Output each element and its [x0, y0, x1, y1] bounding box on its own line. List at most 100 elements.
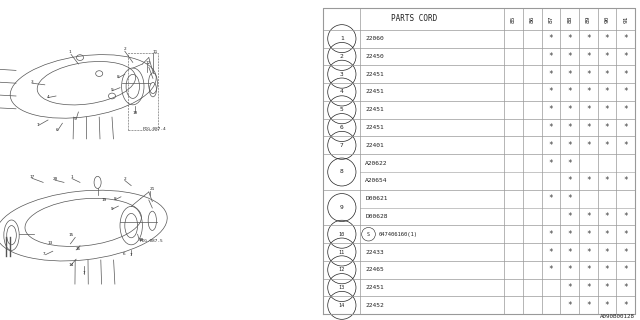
Text: *: *: [548, 105, 554, 114]
Text: *: *: [623, 105, 628, 114]
Text: *: *: [623, 265, 628, 274]
Text: 1: 1: [70, 175, 73, 179]
Text: 8: 8: [116, 76, 120, 79]
Text: *: *: [548, 70, 554, 79]
Text: *: *: [586, 265, 591, 274]
Text: 22450: 22450: [365, 54, 384, 59]
Text: 1: 1: [340, 36, 344, 41]
Text: 91: 91: [623, 15, 628, 23]
Text: D00621: D00621: [365, 196, 388, 201]
Text: 19: 19: [102, 198, 107, 202]
Text: 22401: 22401: [365, 143, 384, 148]
Text: *: *: [568, 176, 572, 185]
Text: *: *: [586, 105, 591, 114]
Text: *: *: [623, 87, 628, 97]
Text: *: *: [605, 34, 609, 43]
Text: *: *: [568, 70, 572, 79]
Text: 16: 16: [76, 247, 81, 251]
Text: *: *: [623, 176, 628, 185]
Text: *: *: [586, 52, 591, 61]
Text: *: *: [605, 247, 609, 257]
Text: 2: 2: [340, 54, 344, 59]
Text: A20654: A20654: [365, 178, 388, 183]
Text: 12: 12: [146, 61, 151, 65]
Text: 2: 2: [123, 47, 126, 51]
Text: *: *: [586, 247, 591, 257]
Text: *: *: [623, 123, 628, 132]
Bar: [128, 53, 158, 130]
Text: *: *: [548, 265, 554, 274]
Text: 047406160(1): 047406160(1): [378, 232, 417, 237]
Text: *: *: [623, 230, 628, 239]
Text: *: *: [623, 34, 628, 43]
Text: 11: 11: [339, 250, 345, 254]
Text: *: *: [605, 265, 609, 274]
Text: *: *: [586, 87, 591, 97]
Text: *: *: [548, 52, 554, 61]
Text: 22451: 22451: [365, 107, 384, 112]
Text: 86: 86: [530, 15, 535, 23]
Text: *: *: [568, 34, 572, 43]
Text: FIG.087-4: FIG.087-4: [143, 127, 166, 131]
Text: *: *: [568, 212, 572, 221]
Text: *: *: [568, 159, 572, 168]
Text: *: *: [568, 283, 572, 292]
Text: 7: 7: [83, 271, 85, 275]
Text: 4: 4: [340, 90, 344, 94]
Text: *: *: [605, 70, 609, 79]
Text: 22452: 22452: [365, 303, 384, 308]
Text: 6: 6: [123, 252, 126, 256]
Text: *: *: [568, 123, 572, 132]
Text: *: *: [605, 87, 609, 97]
Text: *: *: [623, 141, 628, 150]
Text: D00628: D00628: [365, 214, 388, 219]
Text: S: S: [367, 232, 370, 237]
Text: *: *: [548, 247, 554, 257]
Text: 88: 88: [567, 15, 572, 23]
Text: 2: 2: [123, 177, 126, 181]
Text: 7: 7: [340, 143, 344, 148]
Text: 9: 9: [340, 205, 344, 210]
Text: *: *: [548, 230, 554, 239]
Text: *: *: [605, 52, 609, 61]
Text: *: *: [586, 70, 591, 79]
Text: *: *: [605, 212, 609, 221]
Text: *: *: [548, 123, 554, 132]
Text: *: *: [568, 141, 572, 150]
Text: 22451: 22451: [365, 125, 384, 130]
Text: *: *: [623, 52, 628, 61]
Text: 87: 87: [548, 15, 554, 23]
Text: 7: 7: [44, 252, 46, 256]
Text: *: *: [586, 34, 591, 43]
Text: *: *: [586, 212, 591, 221]
Text: *: *: [605, 176, 609, 185]
Text: 8: 8: [114, 197, 116, 201]
Text: *: *: [605, 230, 609, 239]
Text: *: *: [586, 230, 591, 239]
Text: 10: 10: [133, 111, 138, 115]
Text: 11: 11: [152, 50, 157, 54]
Text: *: *: [586, 283, 591, 292]
Text: 13: 13: [339, 285, 345, 290]
Text: *: *: [568, 230, 572, 239]
Text: 14: 14: [69, 263, 74, 267]
Text: *: *: [548, 87, 554, 97]
Text: *: *: [623, 247, 628, 257]
Text: *: *: [605, 105, 609, 114]
Text: *: *: [605, 301, 609, 310]
Text: 22451: 22451: [365, 90, 384, 94]
Text: *: *: [586, 141, 591, 150]
Text: *: *: [623, 301, 628, 310]
Text: *: *: [623, 212, 628, 221]
Text: 21: 21: [150, 188, 155, 191]
Text: *: *: [568, 301, 572, 310]
Text: 8: 8: [340, 170, 344, 174]
Text: *: *: [548, 141, 554, 150]
Text: *: *: [548, 34, 554, 43]
Text: *: *: [586, 301, 591, 310]
Text: 17: 17: [29, 175, 35, 179]
Text: 4: 4: [46, 95, 49, 99]
Text: *: *: [605, 283, 609, 292]
Text: 22451: 22451: [365, 72, 384, 77]
Text: *: *: [568, 265, 572, 274]
